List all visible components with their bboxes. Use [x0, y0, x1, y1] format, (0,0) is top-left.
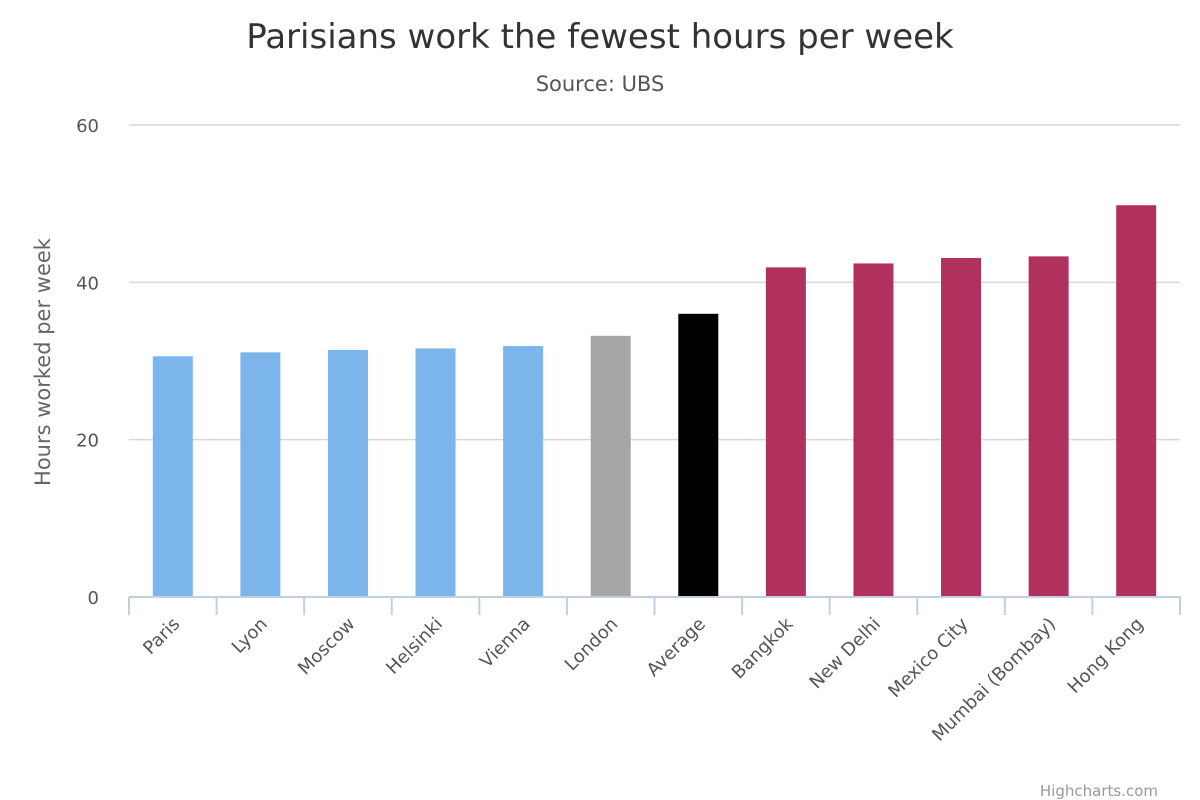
bar-helsinki[interactable] — [415, 348, 456, 597]
x-category-label: Helsinki — [382, 614, 447, 679]
y-tick-label: 20 — [76, 431, 99, 452]
bar-moscow[interactable] — [327, 349, 368, 597]
y-tick-label: 60 — [76, 116, 99, 137]
category-labels: Paris Lyon Moscow Helsinki Vienna London Avera… — [139, 613, 1148, 745]
y-axis-ticks: 0 20 40 60 — [76, 116, 99, 609]
x-category-label: Hong Kong — [1064, 614, 1148, 698]
y-axis-title: Hours worked per week — [31, 237, 55, 486]
x-axis-ticks — [128, 597, 1181, 615]
x-category-label: Paris — [139, 614, 184, 659]
x-category-label: New Delhi — [806, 614, 885, 693]
bar-bangkok[interactable] — [765, 267, 806, 597]
x-category-label: Bangkok — [728, 613, 798, 683]
bar-lyon[interactable] — [240, 352, 281, 597]
bar-average[interactable] — [678, 313, 719, 597]
grid-lines — [129, 124, 1180, 441]
x-category-label: Average — [643, 614, 710, 681]
x-category-label: Mexico City — [884, 613, 973, 702]
bar-london[interactable] — [590, 335, 631, 597]
bar-vienna[interactable] — [503, 346, 544, 597]
x-category-label: Moscow — [294, 614, 359, 679]
credits-link[interactable]: Highcharts.com — [1040, 782, 1158, 800]
chart-subtitle: Source: UBS — [536, 72, 665, 96]
x-category-label: Vienna — [476, 614, 535, 673]
y-tick-label: 40 — [76, 273, 99, 294]
x-category-label: Lyon — [228, 614, 272, 658]
bar-new-delhi[interactable] — [853, 263, 894, 597]
bar-mumbai-bombay[interactable] — [1028, 256, 1069, 597]
bars — [152, 205, 1157, 598]
chart-title: Parisians work the fewest hours per week — [246, 17, 954, 57]
bar-mexico-city[interactable] — [941, 257, 982, 597]
bar-hong-kong[interactable] — [1116, 205, 1157, 598]
x-category-label: London — [561, 614, 623, 676]
y-tick-label: 0 — [88, 588, 99, 609]
bar-paris[interactable] — [152, 356, 193, 597]
